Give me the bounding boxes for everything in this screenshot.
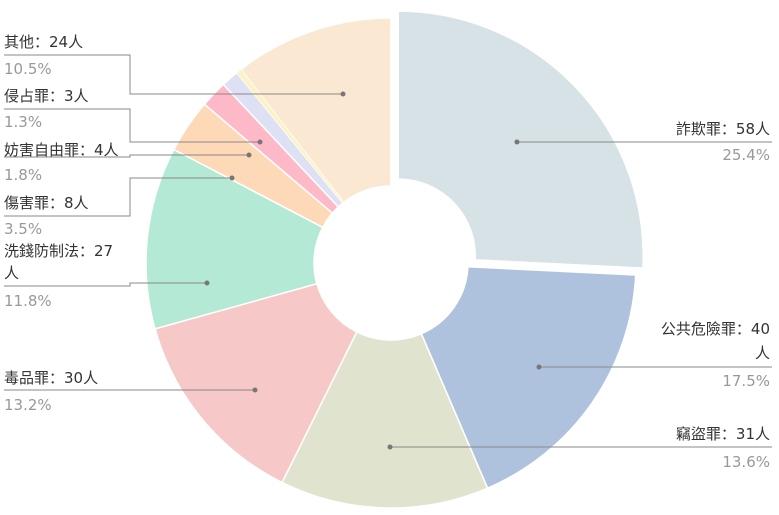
leader-dot-7 <box>257 139 263 145</box>
leader-dot-1 <box>536 364 542 370</box>
slice-percent-2: 13.6% <box>722 453 770 471</box>
leader-dot-3 <box>252 387 258 393</box>
slice-label-6: 妨害自由罪：4人 <box>4 141 119 159</box>
slice-4 <box>145 148 324 330</box>
slice-label-7: 侵占罪：3人 <box>4 87 89 105</box>
slice-label-0: 詐欺罪：58人 <box>676 120 770 138</box>
slice-percent-8: 10.5% <box>4 60 52 78</box>
slice-1 <box>420 265 637 490</box>
leader-dot-5 <box>229 175 235 181</box>
slice-percent-7: 1.3% <box>4 113 42 131</box>
leader-dot-2 <box>387 444 393 450</box>
slice-thin <box>235 68 345 204</box>
slice-8 <box>237 17 392 204</box>
slice-label-4-cont: 人 <box>4 264 19 282</box>
leader-line-7 <box>4 108 260 143</box>
slice-2 <box>281 330 489 509</box>
slice-percent-0: 25.4% <box>722 146 770 164</box>
slice-percent-4: 11.8% <box>4 292 52 310</box>
chart-slices <box>145 10 644 509</box>
slice-percent-1: 17.5% <box>722 372 770 390</box>
leader-line-5 <box>4 177 232 217</box>
leader-dot-6 <box>246 152 252 158</box>
slice-0 <box>397 10 644 269</box>
leader-dot-4 <box>204 280 210 286</box>
slice-label-3: 毒品罪：30人 <box>4 369 98 387</box>
slice-percent-5: 3.5% <box>4 220 42 238</box>
slice-3 <box>154 282 358 484</box>
leader-line-6 <box>4 154 249 158</box>
chart-labels: 詐欺罪：58人 25.4% 公共危險罪：40 人 17.5% 竊盜罪：31人 13.6% 毒品… <box>4 33 770 471</box>
slice-label-1-cont: 人 <box>755 344 770 362</box>
leader-line-4 <box>4 282 207 287</box>
slice-label-4: 洗錢防制法：27 <box>4 242 113 260</box>
slice-percent-6: 1.8% <box>4 166 42 184</box>
slice-label-8: 其他：24人 <box>4 33 83 51</box>
leader-line-8 <box>4 54 343 95</box>
chart-leader-lines <box>4 54 772 450</box>
slice-label-5: 傷害罪：8人 <box>4 194 89 212</box>
leader-dot-0 <box>514 139 520 145</box>
slice-percent-3: 13.2% <box>4 396 52 414</box>
leader-dot-8 <box>340 91 346 97</box>
slice-label-1: 公共危險罪：40 <box>661 320 770 338</box>
slice-label-2: 竊盜罪：31人 <box>676 425 770 443</box>
